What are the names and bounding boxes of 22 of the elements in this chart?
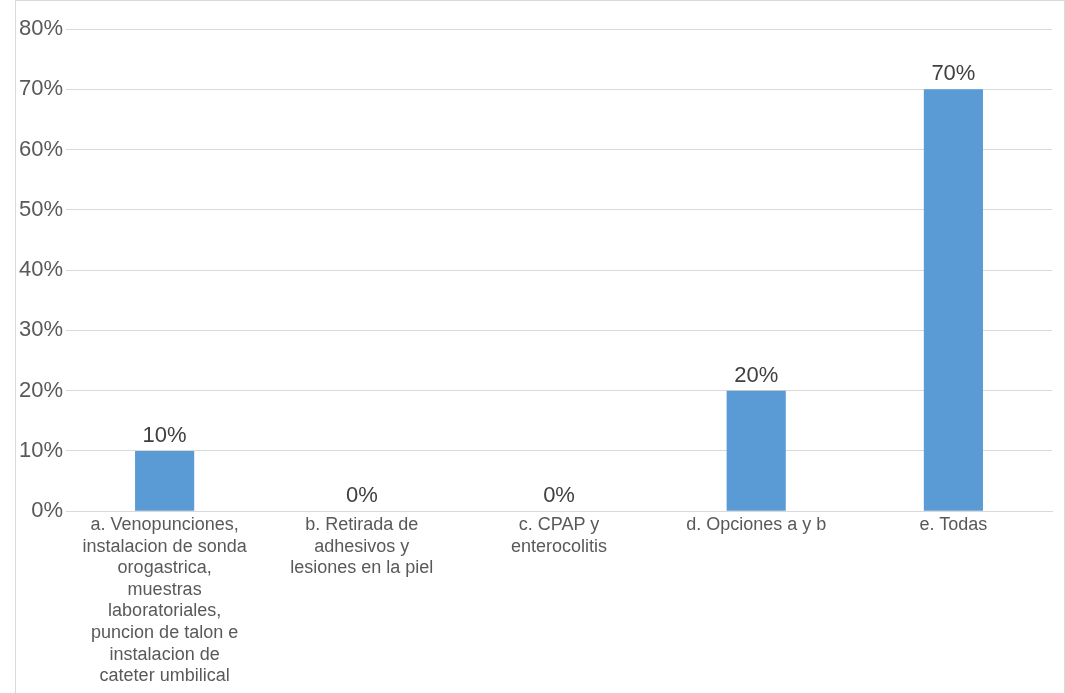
y-tick-label: 20% (18, 376, 64, 402)
y-tick-label: 0% (31, 497, 64, 523)
y-tick-label: 50% (18, 195, 64, 221)
data-label: 70% (931, 60, 976, 86)
data-label: 20% (734, 361, 779, 387)
y-tick-label: 70% (18, 75, 64, 101)
y-tick-label: 60% (18, 135, 64, 161)
bar (726, 390, 786, 511)
x-tick-label: c. CPAP y enterocolitis (510, 513, 608, 556)
x-tick-label: b. Retirada de adhesivos y lesiones en la piel (290, 513, 434, 578)
bar (923, 89, 983, 511)
y-tick-label: 40% (18, 256, 64, 282)
y-tick-label: 30% (18, 316, 64, 342)
bar (135, 450, 195, 511)
data-label: 10% (142, 421, 187, 447)
data-label: 0% (543, 482, 575, 508)
data-label: 0% (345, 482, 378, 508)
y-tick-label: 10% (18, 436, 64, 462)
x-tick-label: d. Opciones a y b (686, 513, 827, 534)
x-tick-label: a. Venopunciones, instalacion de sonda orogastrica, muestras laboratoriales, puncion de talon e instalacion de cateter umbilical (82, 513, 248, 686)
x-tick-label: e. Todas (919, 513, 988, 534)
y-tick-label: 80% (18, 15, 64, 41)
